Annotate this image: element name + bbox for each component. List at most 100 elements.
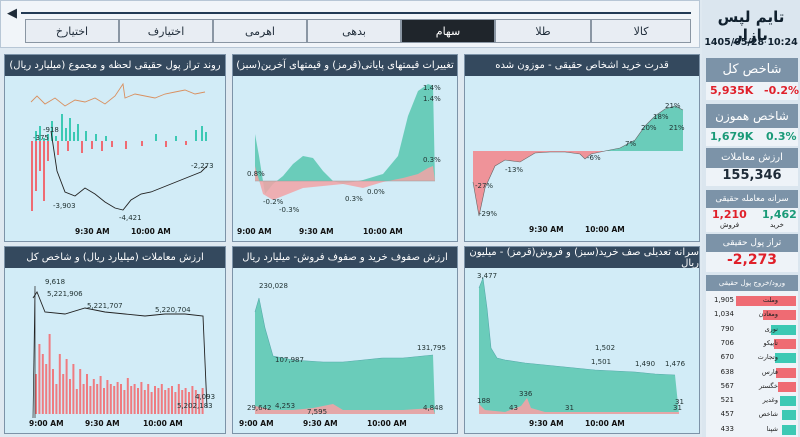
total-index-box: 5,935K -0.2%: [706, 82, 799, 100]
money-flow-row[interactable]: 790 نوری: [706, 323, 798, 337]
tab-call-options[interactable]: اختیارخ: [25, 19, 119, 43]
tab-commodity[interactable]: کالا: [591, 19, 691, 43]
panel-title: روند تراز پول حقیقی لحظه و مجموع (میلیار…: [5, 55, 225, 76]
per-capita-buy: 1,462: [762, 208, 797, 221]
annotation: -6%: [587, 154, 601, 162]
cumulative-line: [50, 130, 208, 211]
panel-title: قدرت خرید اشخاص حقیقی - موزون شده: [465, 55, 699, 76]
queue-value-chart: 230,028 107,987 131,795 29,642 4,253 7,5…: [239, 282, 446, 428]
tab-put-options[interactable]: اختیارف: [119, 19, 213, 43]
annotation: -29%: [479, 210, 497, 218]
trade-value-bar: [171, 386, 173, 414]
annotation: 0.8%: [247, 170, 265, 178]
per-capita-sell-label: فروش: [720, 221, 740, 229]
net-real-value: -2,273: [706, 252, 798, 272]
money-flow-bar: [782, 424, 796, 435]
buy-queue-line: [478, 276, 676, 376]
buying-power-panel: قدرت خرید اشخاص حقیقی - موزون شده -27% -…: [464, 54, 700, 242]
annotation: -0.3%: [279, 206, 300, 214]
trade-value-bar: [120, 384, 122, 414]
x-tick: 9:30 AM: [299, 227, 334, 236]
trade-value-bar: [35, 374, 37, 414]
equal-index-change: 0.3%: [766, 130, 797, 143]
money-flow-row[interactable]: 1,034 ومعادن: [706, 308, 798, 322]
annotation: 5,220,704: [155, 306, 191, 314]
annotation: 3,477: [477, 272, 497, 280]
money-flow-row[interactable]: 1,905 وملت: [706, 294, 798, 308]
money-flow-bar: [773, 338, 796, 349]
trade-value-label: ارزش معاملات: [706, 148, 798, 168]
negative-area: [473, 151, 605, 216]
money-flow-row[interactable]: 706 تاپیکو: [706, 337, 798, 351]
trade-value-bar: [198, 394, 201, 414]
tab-leveraged[interactable]: اهرمی: [213, 19, 307, 43]
x-tick: 10:00 AM: [585, 419, 625, 428]
annotation: 9,618: [45, 278, 65, 286]
last-price-area: [255, 84, 435, 194]
money-flow-row[interactable]: 521 وغدیر: [706, 394, 798, 408]
per-capita-box: 1,210 فروش 1,462 خرید: [706, 208, 798, 232]
money-flow-row[interactable]: 567 خگستر: [706, 380, 798, 394]
trade-value-bar: [194, 390, 197, 414]
trade-value-bar: [99, 376, 102, 414]
momentary-bars: [31, 114, 207, 211]
tab-debt[interactable]: بدهی: [307, 19, 401, 43]
x-tick: 10:00 AM: [143, 419, 183, 428]
price-change-panel: تغییرات قیمتهای پایانی(قرمز) و قیمتهای آ…: [232, 54, 458, 242]
trade-value-bar: [79, 369, 82, 414]
annotation: 230,028: [259, 282, 288, 290]
trade-value-bar: [48, 334, 51, 414]
annotation: 4,253: [275, 402, 295, 410]
money-flow-row[interactable]: 457 شاخص: [706, 408, 798, 422]
total-index-label: شاخص کل: [706, 58, 798, 82]
money-flow-bar: [771, 324, 796, 335]
sell-queue-area: [479, 398, 679, 414]
x-tick: 9:30 AM: [529, 419, 564, 428]
annotation: 4,848: [423, 404, 443, 412]
annotation: -3,903: [53, 202, 76, 210]
money-flow-row[interactable]: 433 شپنا: [706, 423, 798, 437]
back-arrow-icon[interactable]: ◀: [7, 6, 17, 21]
money-flow-bar: [781, 410, 796, 421]
annotation: 107,987: [275, 356, 304, 364]
annotation: 5,202,183: [177, 402, 213, 410]
annotation: 188: [477, 397, 490, 405]
trade-value-bar: [191, 386, 194, 414]
trade-value-bar: [55, 384, 58, 414]
trade-value-bar: [137, 388, 139, 414]
trade-value-bar: [174, 392, 177, 414]
trade-value-bar: [201, 388, 204, 414]
equal-index-value: 1,679K: [710, 130, 754, 143]
x-tick: 9:30 AM: [303, 419, 338, 428]
tab-gold[interactable]: طلا: [495, 19, 591, 43]
x-tick: 9:00 AM: [239, 419, 274, 428]
money-flow-value: 706: [720, 338, 734, 347]
money-flow-row[interactable]: 638 فارس: [706, 366, 798, 380]
app-title: تایم لپس بازار: [717, 8, 785, 44]
money-flow-bar: [763, 310, 796, 321]
annotation: 131,795: [417, 344, 446, 352]
trade-value-bar: [103, 388, 105, 414]
equal-index-label: شاخص هموزن: [706, 104, 798, 128]
positive-area: [605, 106, 683, 151]
annotation: 0.3%: [345, 195, 363, 203]
trade-value-bar: [143, 390, 146, 414]
annotation: -13%: [505, 166, 523, 174]
money-flow-row[interactable]: 670 وتجارت: [706, 351, 798, 365]
annotation: -0.2%: [263, 198, 284, 206]
tab-stocks[interactable]: سهام: [401, 19, 495, 43]
annotation: 1,476: [665, 360, 686, 368]
annotation: 1,502: [595, 344, 615, 352]
trade-value-bar: [38, 344, 41, 414]
queue-value-panel: ارزش صفوف خرید و صفوف فروش- میلیارد ریال…: [232, 246, 458, 434]
annotation: -4,421: [119, 214, 142, 222]
x-tick: 9:00 AM: [29, 419, 64, 428]
annotation: -2,273: [191, 162, 214, 170]
annotation: 18%: [653, 113, 669, 121]
money-flow-symbol: شاخص: [758, 410, 778, 419]
trade-value-bar: [177, 384, 180, 414]
annotation: 5,221,906: [47, 290, 83, 298]
equal-index-box: 1,679K 0.3%: [706, 128, 798, 146]
trade-value-chart: 9,618 5,221,906 5,221,707 5,220,704 5,20…: [29, 278, 215, 428]
trade-value-bar: [164, 390, 167, 414]
